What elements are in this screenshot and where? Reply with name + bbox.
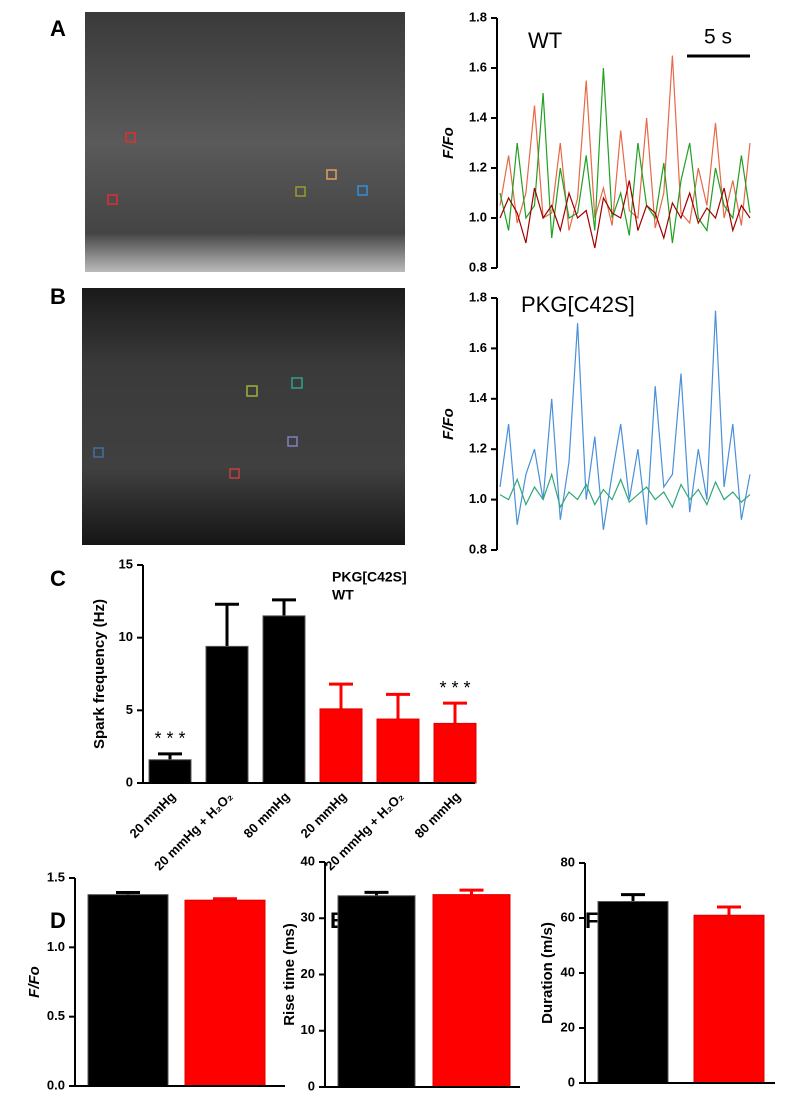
y-tick-label: 0.8 xyxy=(469,259,487,274)
y-tick-label: 1.4 xyxy=(469,390,488,405)
bar xyxy=(337,895,416,1088)
trace-line xyxy=(499,55,751,231)
y-tick-label: 40 xyxy=(301,853,315,868)
y-tick-label: 15 xyxy=(119,556,133,571)
y-tick-label: 1.0 xyxy=(469,209,487,224)
y-tick-label: 40 xyxy=(561,964,575,979)
panel-label: A xyxy=(50,16,66,41)
y-tick-label: 1.8 xyxy=(469,289,487,304)
trace-line xyxy=(499,472,751,509)
legend-entry: PKG[C42S] xyxy=(332,569,407,585)
bar xyxy=(184,899,266,1087)
scale-bar-label: 5 s xyxy=(704,26,732,49)
y-tick-label: 0 xyxy=(308,1078,315,1093)
bar xyxy=(87,894,169,1087)
y-tick-label: 60 xyxy=(561,909,575,924)
y-axis-label: F/Fo xyxy=(26,966,43,998)
y-tick-label: 20 xyxy=(301,966,315,981)
trace-line xyxy=(499,180,751,249)
panel-label: C xyxy=(50,566,66,591)
panel-label: B xyxy=(50,284,66,309)
x-tick-label: 80 mmHg xyxy=(241,789,293,841)
x-tick-label: 20 mmHg xyxy=(127,789,179,841)
bar xyxy=(205,645,249,784)
y-axis-label: Spark frequency (Hz) xyxy=(91,599,108,749)
x-tick-label: 20 mmHg xyxy=(298,789,350,841)
y-tick-label: 0.5 xyxy=(47,1008,65,1023)
x-tick-label: 80 mmHg xyxy=(412,789,464,841)
trace-line xyxy=(499,67,751,244)
trace-line xyxy=(499,310,751,530)
y-tick-label: 1.6 xyxy=(469,59,487,74)
legend-entry: WT xyxy=(332,587,354,603)
y-tick-label: 10 xyxy=(119,629,133,644)
y-tick-label: 0.8 xyxy=(469,541,487,556)
y-tick-label: 20 xyxy=(561,1019,575,1034)
panel-label: D xyxy=(50,908,66,933)
bar xyxy=(432,894,511,1088)
bar xyxy=(319,708,363,784)
micrograph-b xyxy=(82,288,405,545)
significance-label: * * * xyxy=(439,678,470,698)
y-axis-label: F/Fo xyxy=(440,408,457,440)
y-tick-label: 1.2 xyxy=(469,159,487,174)
y-tick-label: 0 xyxy=(568,1074,575,1089)
y-tick-label: 1.5 xyxy=(47,869,65,884)
panel-label: F xyxy=(585,908,598,933)
chart-title: WT xyxy=(528,28,562,53)
y-tick-label: 0 xyxy=(126,774,133,789)
y-tick-label: 80 xyxy=(561,854,575,869)
y-tick-label: 0.0 xyxy=(47,1077,65,1092)
y-tick-label: 1.6 xyxy=(469,340,487,355)
bar xyxy=(597,901,669,1084)
y-axis-label: F/Fo xyxy=(440,127,457,159)
y-tick-label: 1.0 xyxy=(469,491,487,506)
y-tick-label: 10 xyxy=(301,1022,315,1037)
bar xyxy=(433,722,477,784)
y-tick-label: 1.4 xyxy=(469,109,488,124)
y-tick-label: 30 xyxy=(301,910,315,925)
y-tick-label: 1.2 xyxy=(469,441,487,456)
bar xyxy=(148,759,192,784)
y-axis-label: Duration (m/s) xyxy=(539,922,556,1024)
significance-label: * * * xyxy=(154,729,185,749)
bar xyxy=(693,914,765,1084)
y-tick-label: 1.0 xyxy=(47,939,65,954)
micrograph-a xyxy=(85,12,405,272)
bar xyxy=(262,615,306,784)
y-axis-label: Rise time (ms) xyxy=(281,923,298,1026)
bar xyxy=(376,718,420,784)
y-tick-label: 5 xyxy=(126,702,133,717)
chart-title: PKG[C42S] xyxy=(521,292,635,317)
y-tick-label: 1.8 xyxy=(469,9,487,24)
